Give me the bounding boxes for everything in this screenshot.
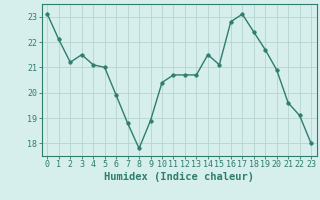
X-axis label: Humidex (Indice chaleur): Humidex (Indice chaleur) (104, 172, 254, 182)
